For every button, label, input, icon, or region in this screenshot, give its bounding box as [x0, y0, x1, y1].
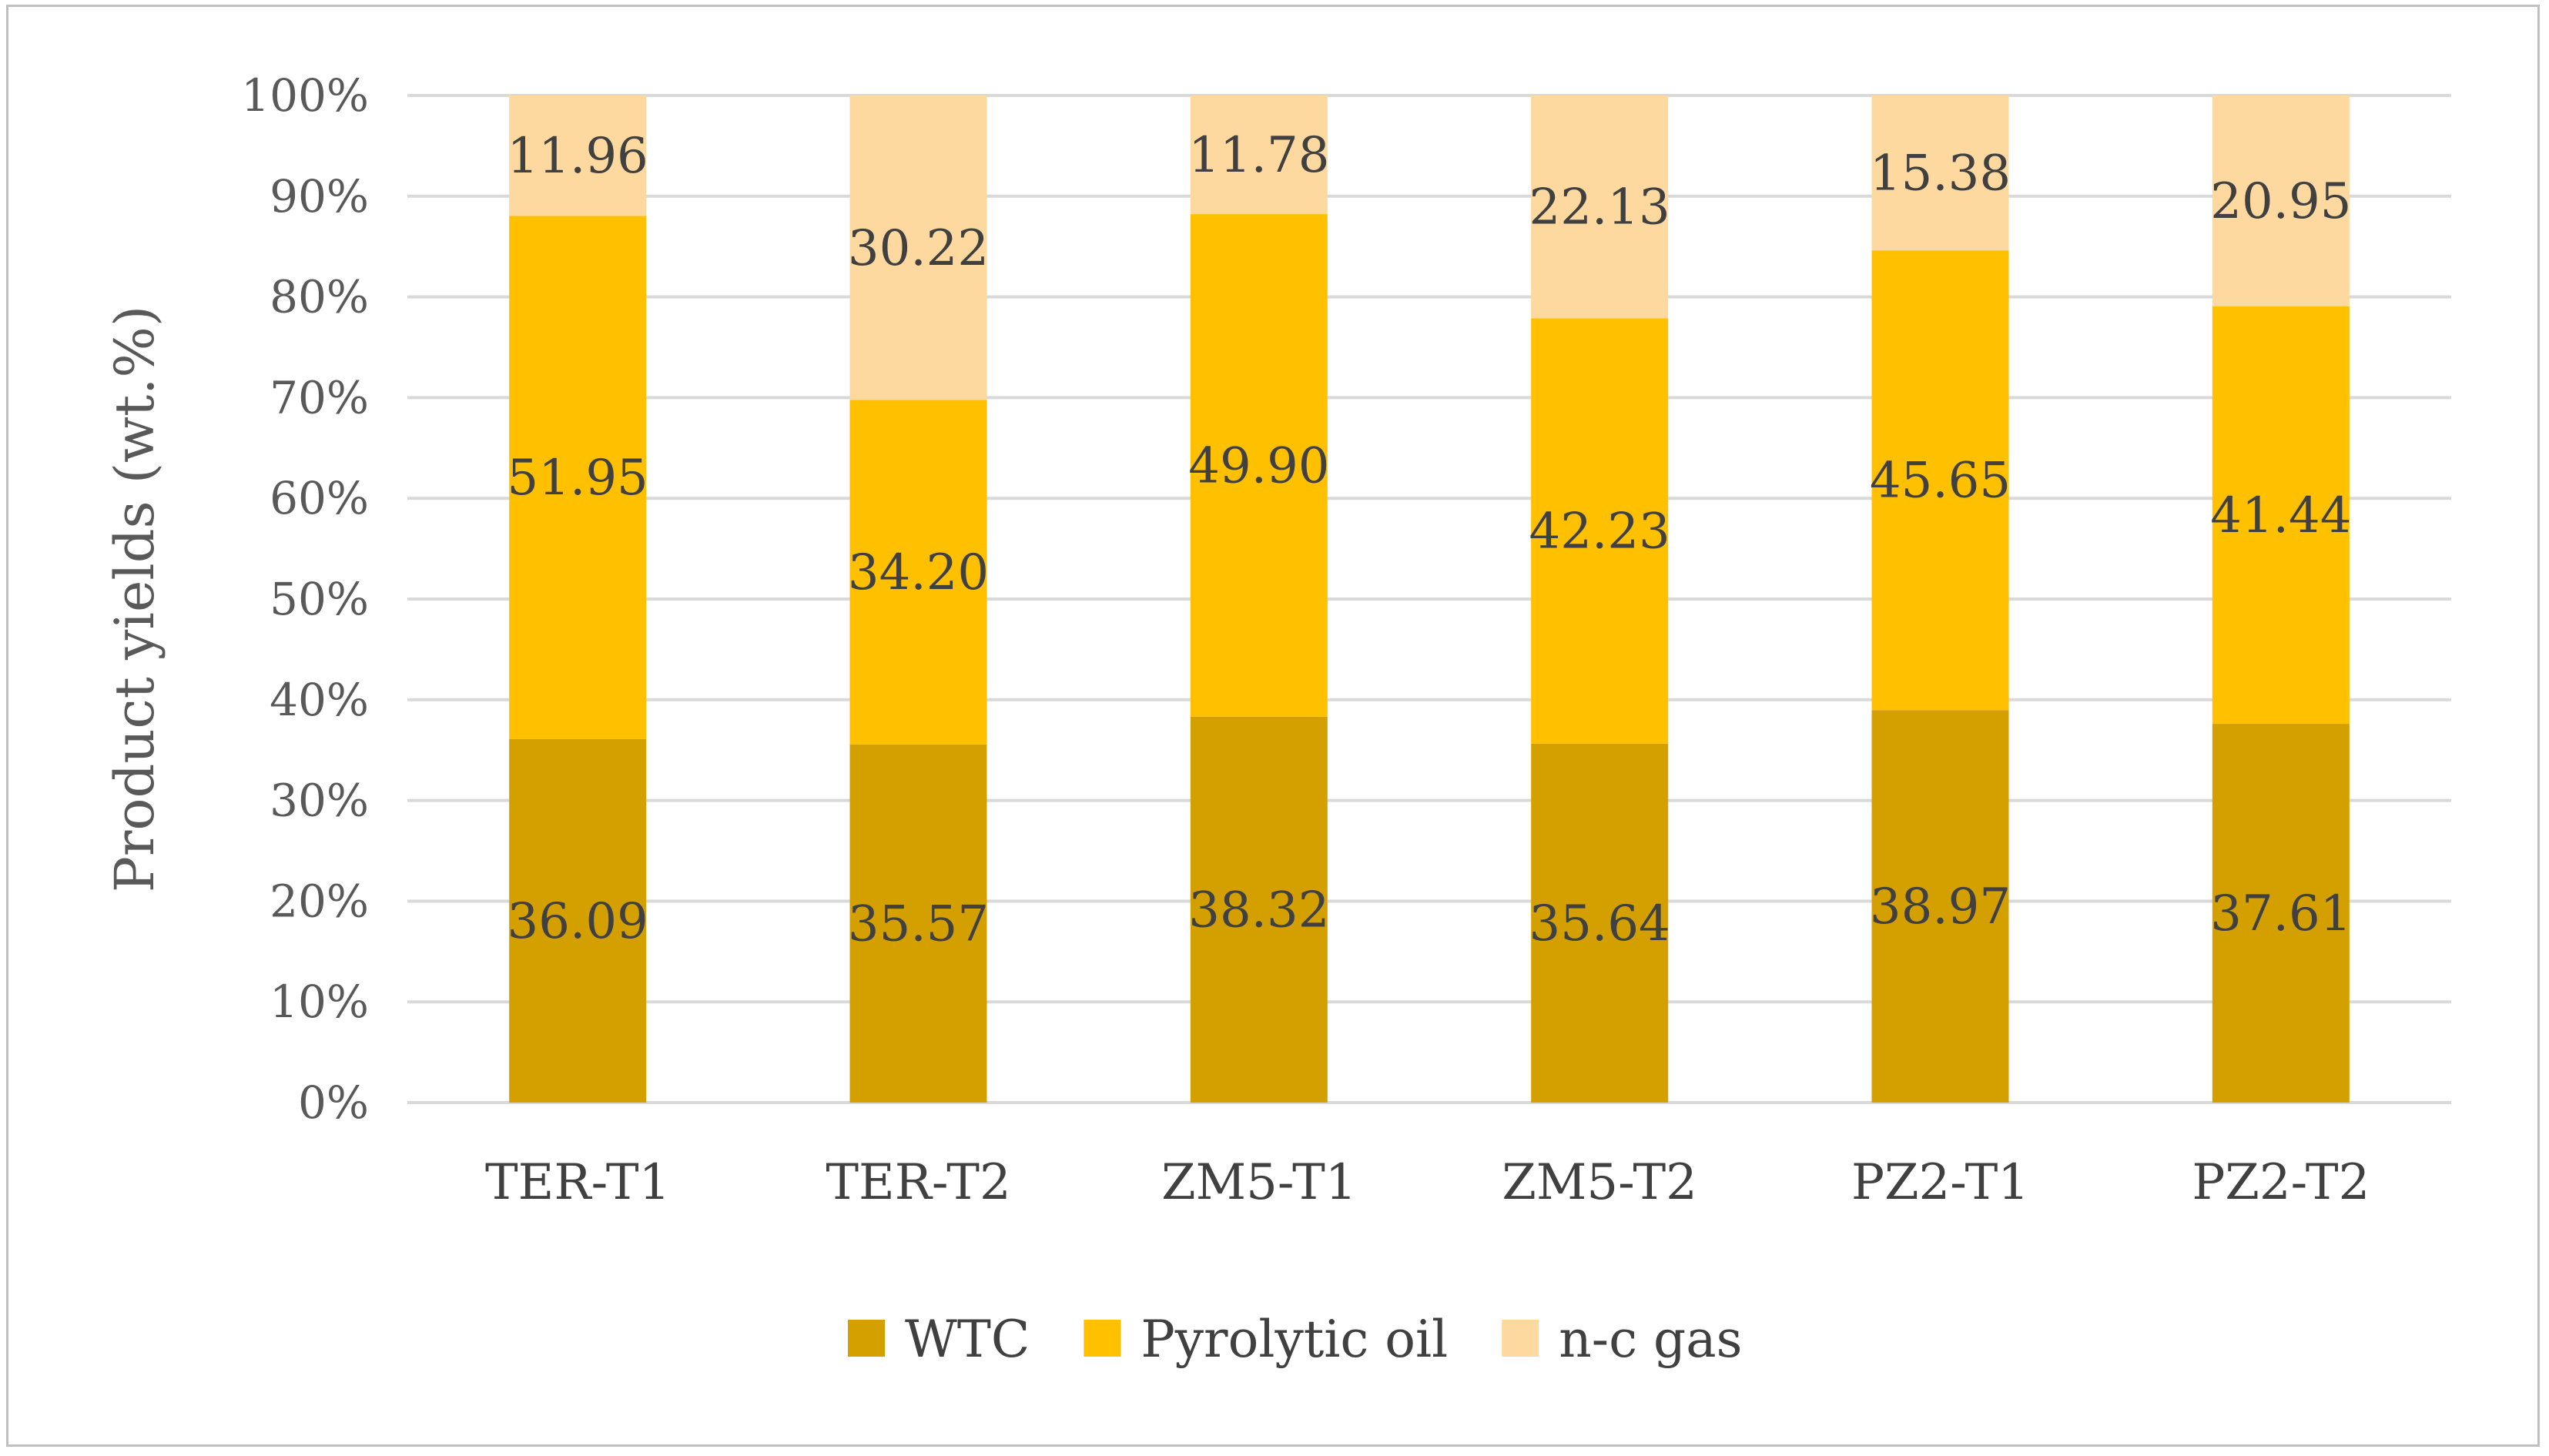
y-axis-ticks: 0% 10% 20% 30% 40% 50% 60% 70% 80% 90% 100% [241, 69, 369, 1129]
x-tick-label: TER-T1 [485, 1154, 670, 1211]
bar-segment [509, 738, 647, 1103]
data-label: 34.20 [848, 544, 989, 601]
y-tick-label: 0% [298, 1076, 369, 1129]
bar-segment [1190, 95, 1328, 215]
bar-segment [1531, 318, 1669, 744]
x-tick-label: PZ2-T2 [2192, 1154, 2370, 1211]
y-tick-label: 40% [270, 674, 369, 726]
gridlines [407, 94, 2451, 1104]
chart-frame: 0% 10% 20% 30% 40% 50% 60% 70% 80% 90% 100% 36.09 5… [6, 5, 2540, 1447]
y-tick-label: 60% [270, 472, 369, 524]
y-axis-title: Product yields (wt.%) [103, 306, 166, 892]
y-tick-label: 30% [270, 775, 369, 827]
x-tick-label: TER-T2 [826, 1154, 1010, 1211]
y-tick-label: 100% [241, 69, 369, 122]
data-label: 20.95 [2210, 173, 2351, 230]
bar-segment [509, 95, 647, 216]
legend-label: n-c gas [1559, 1310, 1742, 1369]
data-label: 37.61 [2210, 885, 2351, 942]
bar-segment [1531, 95, 1669, 319]
bar-segment [1871, 250, 2009, 711]
y-tick-label: 10% [270, 976, 369, 1028]
bar-segment [1190, 214, 1328, 717]
bars [509, 95, 2350, 1103]
y-tick-label: 70% [270, 371, 369, 423]
data-label: 22.13 [1529, 179, 1670, 236]
x-tick-label: ZM5-T2 [1502, 1154, 1697, 1211]
legend-label: Pyrolytic oil [1141, 1310, 1448, 1369]
data-label: 38.97 [1870, 879, 2011, 936]
data-label: 36.09 [507, 893, 648, 950]
data-label: 42.23 [1529, 504, 1670, 561]
data-label: 11.78 [1188, 127, 1329, 184]
bar-segment [1871, 710, 2009, 1103]
y-tick-label: 50% [270, 573, 369, 625]
bar-segment [2212, 95, 2350, 307]
bar-segment [1871, 95, 2009, 251]
legend-swatch [848, 1320, 885, 1357]
y-tick-label: 90% [270, 170, 369, 223]
legend-swatch [1502, 1320, 1539, 1357]
data-label: 51.95 [507, 450, 648, 507]
y-tick-label: 80% [270, 271, 369, 323]
data-label: 15.38 [1870, 146, 2011, 203]
data-label: 11.96 [507, 128, 648, 185]
data-label: 45.65 [1870, 453, 2011, 510]
bar-segment [2212, 306, 2350, 725]
legend: WTC Pyrolytic oil n-c gas [848, 1310, 1742, 1369]
bar-segment [1531, 743, 1669, 1103]
bar-segment [849, 95, 987, 400]
legend-label: WTC [905, 1310, 1030, 1369]
bar-segment [849, 400, 987, 745]
bar-segment [849, 744, 987, 1103]
x-axis-ticks: TER-T1 TER-T2 ZM5-T1 ZM5-T2 PZ2-T1 PZ2-T2 [485, 1154, 2370, 1211]
x-tick-label: ZM5-T1 [1161, 1154, 1356, 1211]
data-label: 35.64 [1529, 895, 1670, 952]
legend-swatch [1084, 1320, 1121, 1357]
data-label: 38.32 [1188, 882, 1329, 939]
bar-segment [1190, 716, 1328, 1103]
bar-segment [2212, 724, 2350, 1103]
stacked-bar-chart: 0% 10% 20% 30% 40% 50% 60% 70% 80% 90% 100% 36.09 5… [103, 69, 2451, 1369]
y-tick-label: 20% [270, 875, 369, 927]
bar-segment [509, 216, 647, 739]
data-label: 49.90 [1188, 437, 1329, 494]
x-tick-label: PZ2-T1 [1851, 1154, 2029, 1211]
data-label: 35.57 [848, 895, 989, 952]
data-labels: 36.09 51.95 11.96 35.57 34.20 30.22 38.32 49.90… [507, 127, 2352, 952]
data-label: 41.44 [2210, 487, 2351, 544]
data-label: 30.22 [848, 220, 989, 277]
